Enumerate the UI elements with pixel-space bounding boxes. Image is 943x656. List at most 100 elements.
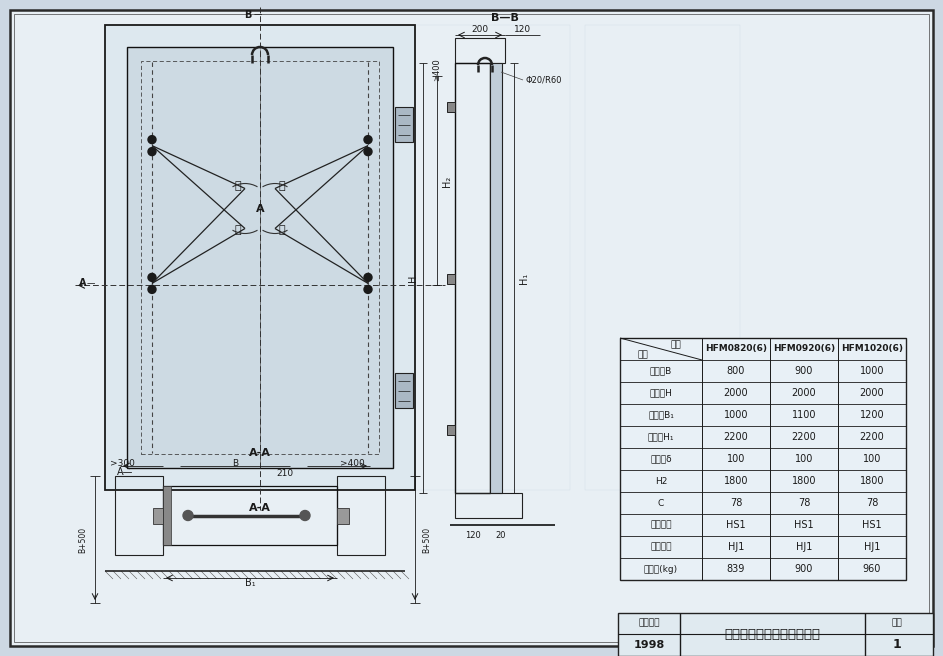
Text: 100: 100 xyxy=(795,454,813,464)
Text: 关: 关 xyxy=(235,226,241,236)
Text: 78: 78 xyxy=(866,498,878,508)
Text: 2200: 2200 xyxy=(791,432,817,442)
Bar xyxy=(115,476,163,555)
Text: 1200: 1200 xyxy=(860,410,885,420)
Text: 总质量(kg): 总质量(kg) xyxy=(644,565,678,573)
Circle shape xyxy=(148,285,156,293)
Text: HS1: HS1 xyxy=(862,520,882,530)
Text: 100: 100 xyxy=(863,454,881,464)
Bar xyxy=(153,508,163,523)
Text: C: C xyxy=(658,499,664,508)
Bar xyxy=(105,25,415,490)
Bar xyxy=(163,486,337,545)
Text: 1800: 1800 xyxy=(860,476,885,486)
Bar xyxy=(447,102,455,112)
Text: B: B xyxy=(244,10,252,20)
Text: —: — xyxy=(254,10,262,20)
Bar xyxy=(447,424,455,434)
Text: B+500: B+500 xyxy=(422,526,432,552)
Text: H: H xyxy=(408,274,418,281)
Text: 78: 78 xyxy=(730,498,742,508)
Text: 78: 78 xyxy=(798,498,810,508)
Text: 2200: 2200 xyxy=(723,432,749,442)
Circle shape xyxy=(148,148,156,155)
Text: 门孔高H: 门孔高H xyxy=(650,388,672,398)
Text: 1: 1 xyxy=(893,638,902,651)
Text: HS1: HS1 xyxy=(794,520,814,530)
Text: 2000: 2000 xyxy=(792,388,817,398)
Text: A: A xyxy=(256,203,264,213)
Text: 120: 120 xyxy=(465,531,480,539)
Text: 开: 开 xyxy=(235,182,241,192)
Bar xyxy=(141,61,379,454)
Bar xyxy=(415,25,570,490)
Text: 2000: 2000 xyxy=(860,388,885,398)
Text: H₂: H₂ xyxy=(442,175,452,186)
Text: 120: 120 xyxy=(515,26,532,35)
Text: 2000: 2000 xyxy=(723,388,749,398)
Text: 900: 900 xyxy=(795,366,813,376)
Text: A—: A— xyxy=(117,467,133,477)
Bar xyxy=(163,486,337,545)
Text: A: A xyxy=(79,278,87,289)
Text: H2: H2 xyxy=(654,476,668,485)
Text: 839: 839 xyxy=(727,564,745,574)
Text: 适用图集: 适用图集 xyxy=(638,619,660,628)
Text: B: B xyxy=(232,459,238,468)
Text: 门扇厚δ: 门扇厚δ xyxy=(650,455,671,464)
Text: B+500: B+500 xyxy=(78,526,88,552)
Text: HJ1: HJ1 xyxy=(864,542,880,552)
Text: 210: 210 xyxy=(276,468,293,478)
Text: 1100: 1100 xyxy=(792,410,817,420)
Text: 铰页图号: 铰页图号 xyxy=(651,543,671,552)
Text: 2200: 2200 xyxy=(860,432,885,442)
Text: 200: 200 xyxy=(472,26,488,35)
Text: 工程图: 工程图 xyxy=(323,400,378,440)
Text: Φ20/R60: Φ20/R60 xyxy=(525,75,561,85)
Bar xyxy=(455,38,505,63)
Bar xyxy=(455,63,490,493)
Text: 开: 开 xyxy=(279,182,286,192)
Circle shape xyxy=(300,510,310,520)
Bar xyxy=(163,486,171,545)
Text: H₁: H₁ xyxy=(519,272,529,283)
Bar xyxy=(455,493,522,518)
Text: HFM0820(6): HFM0820(6) xyxy=(705,344,767,354)
Text: 关: 关 xyxy=(279,226,286,236)
Text: B₁: B₁ xyxy=(244,578,256,588)
Bar xyxy=(337,476,385,555)
Bar xyxy=(455,38,505,63)
Text: 门孔宽B: 门孔宽B xyxy=(650,367,672,375)
Text: 页次: 页次 xyxy=(892,619,902,628)
Bar xyxy=(337,508,349,523)
Text: B—B: B—B xyxy=(491,13,519,23)
Circle shape xyxy=(364,274,372,281)
Circle shape xyxy=(364,136,372,144)
Circle shape xyxy=(364,285,372,293)
Text: HFM0920(6): HFM0920(6) xyxy=(773,344,835,354)
Text: 1800: 1800 xyxy=(792,476,817,486)
Text: 门扇高H₁: 门扇高H₁ xyxy=(648,432,674,441)
Circle shape xyxy=(148,136,156,144)
Text: 1000: 1000 xyxy=(723,410,748,420)
Bar xyxy=(455,493,522,518)
Text: 钢筋混凝土单扇防护密闭门: 钢筋混凝土单扇防护密闭门 xyxy=(724,628,820,640)
Text: HS1: HS1 xyxy=(726,520,746,530)
Text: 800: 800 xyxy=(727,366,745,376)
Circle shape xyxy=(364,148,372,155)
Text: 20: 20 xyxy=(496,531,506,539)
Text: 参数: 参数 xyxy=(637,350,649,359)
Text: 门扇宽B₁: 门扇宽B₁ xyxy=(648,411,674,419)
Bar xyxy=(620,338,906,580)
Text: HFM1020(6): HFM1020(6) xyxy=(841,344,903,354)
Text: A-A: A-A xyxy=(249,448,271,458)
Text: 闭锁图号: 闭锁图号 xyxy=(651,520,671,529)
Text: A-A: A-A xyxy=(249,503,271,513)
Text: 型号: 型号 xyxy=(670,340,681,349)
Text: 900: 900 xyxy=(795,564,813,574)
Bar xyxy=(585,25,740,490)
Text: 100: 100 xyxy=(727,454,745,464)
Bar xyxy=(490,63,502,493)
Text: 1800: 1800 xyxy=(723,476,748,486)
Text: HJ1: HJ1 xyxy=(796,542,812,552)
